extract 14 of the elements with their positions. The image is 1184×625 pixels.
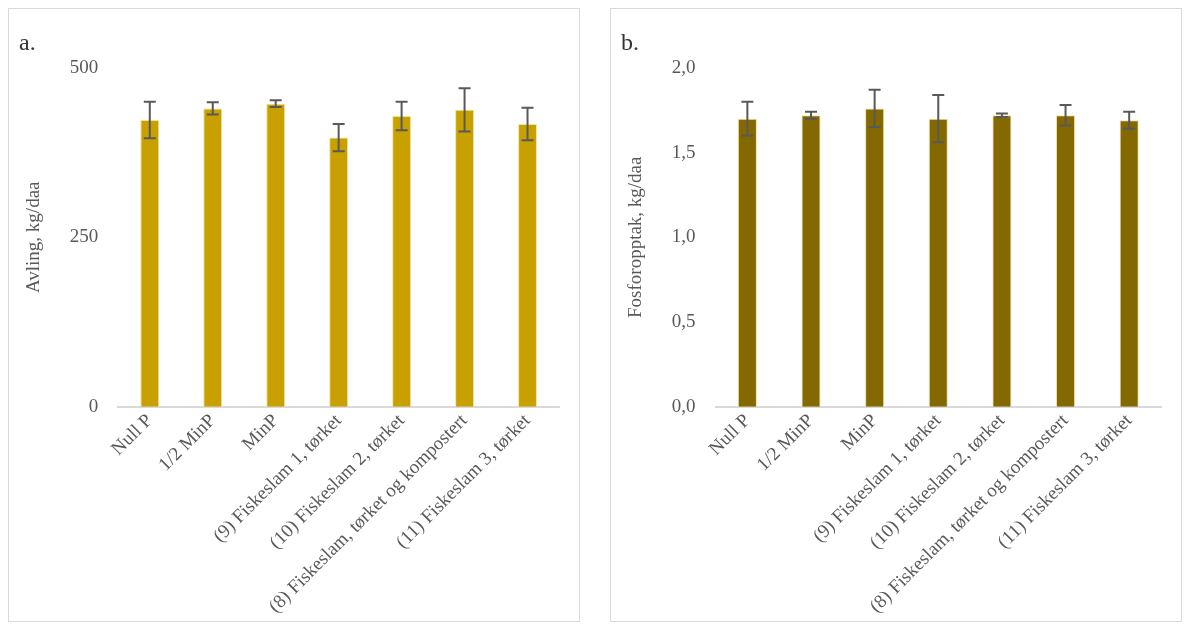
y-tick-label: 0 [88, 394, 99, 416]
chart-title: a. [19, 28, 36, 55]
y-tick-label: 0,0 [671, 394, 696, 416]
chart-title: b. [621, 28, 639, 55]
y-axis-title: Fosforopptak, kg/daa [624, 155, 646, 318]
y-tick-label: 250 [69, 225, 99, 247]
y-axis-title: Avling, kg/daa [22, 180, 44, 294]
y-tick-label: 2,0 [671, 55, 696, 77]
y-tick-label: 500 [69, 55, 99, 77]
y-tick-label: 1,0 [671, 225, 696, 247]
y-tick-label: 1,5 [671, 140, 696, 162]
y-tick-label: 0,5 [671, 309, 696, 331]
x-tick-label: Null P [106, 409, 157, 459]
x-tick-label: Null P [704, 409, 754, 459]
